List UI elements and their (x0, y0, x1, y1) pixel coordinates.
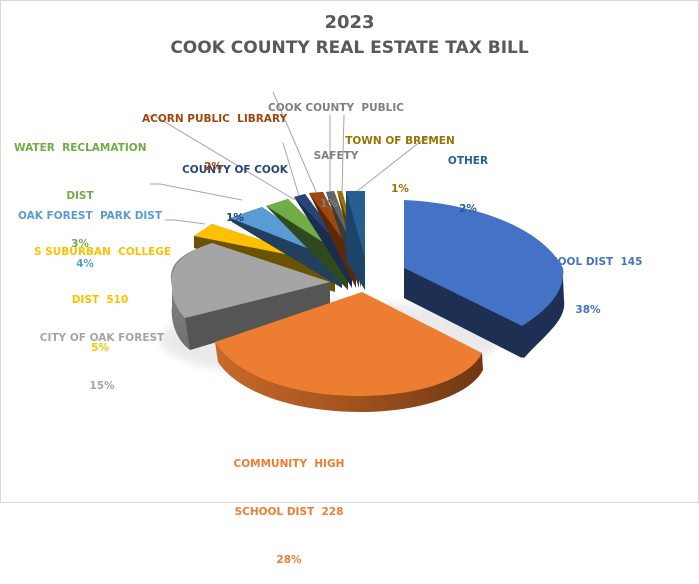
label-name-line1: S SUBURBAN COLLEGE (34, 246, 172, 258)
label-acorn-public-library: ACORN PUBLIC LIBRARY 2% (142, 79, 288, 191)
label-name-line2: DIST (66, 190, 94, 202)
slice-city-of-oak-forest (170, 243, 330, 350)
label-pct: 5% (91, 342, 109, 354)
label-pct: 1% (391, 183, 409, 195)
label-name-line1: COMMUNITY HIGH (233, 458, 345, 470)
slice-community-high-school-228 (215, 292, 483, 412)
label-county-of-cook: COUNTY OF COOK 1% (182, 130, 288, 242)
label-name: SCHOOL DIST 145 (533, 256, 643, 268)
label-other: OTHER 2% (437, 121, 499, 233)
label-pct: 1% (320, 198, 338, 210)
label-pct: 3% (71, 238, 89, 250)
label-name: OTHER (447, 155, 489, 167)
label-name-line2: SAFETY (313, 150, 359, 162)
label-pct: 2% (204, 161, 222, 173)
label-pct: 1% (226, 212, 244, 224)
label-oak-forest-park-dist: OAK FOREST PARK DIST 4% (18, 176, 163, 288)
pie-chart-3d (145, 91, 565, 412)
label-name-line1: WATER RECLAMATION (14, 142, 147, 154)
label-pct: 38% (575, 304, 601, 316)
label-name: COUNTY OF COOK (182, 164, 288, 176)
label-pct: 4% (76, 258, 94, 270)
label-town-of-bremen: TOWN OF BREMEN 1% (344, 101, 456, 213)
chart-title: 2023 (324, 12, 375, 33)
label-city-of-oak-forest: CITY OF OAK FOREST 15% (38, 298, 166, 410)
label-water-reclamation: WATER RECLAMATION DIST 3% (14, 108, 146, 268)
slice-school-dist-145 (404, 200, 565, 358)
label-school-dist-145: SCHOOL DIST 145 38% (520, 222, 656, 334)
label-name-line2: SCHOOL DIST 228 (234, 506, 344, 518)
label-community-high-school-228: COMMUNITY HIGH SCHOOL DIST 228 28% (218, 424, 360, 584)
chart-subtitle: COOK COUNTY REAL ESTATE TAX BILL (170, 38, 529, 58)
label-cook-county-public-safety: COOK COUNTY PUBLIC SAFETY 1% (268, 68, 404, 228)
label-name: OAK FOREST PARK DIST (18, 210, 163, 222)
label-pct: 28% (276, 554, 302, 566)
label-pct: 2% (459, 203, 477, 215)
label-name: CITY OF OAK FOREST (39, 332, 165, 344)
label-s-suburban-college: S SUBURBAN COLLEGE DIST 510 5% (34, 212, 172, 372)
label-pct: 15% (89, 380, 115, 392)
leader-lines (145, 91, 434, 225)
label-name-line2: DIST 510 (71, 294, 129, 306)
label-name: ACORN PUBLIC LIBRARY (142, 113, 288, 125)
label-name-line1: COOK COUNTY PUBLIC (268, 102, 404, 114)
label-name: TOWN OF BREMEN (345, 135, 455, 147)
